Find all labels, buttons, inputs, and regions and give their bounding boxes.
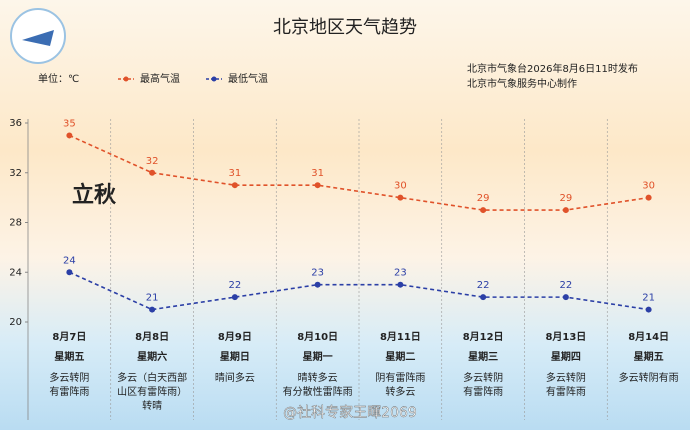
point [562, 207, 569, 214]
point [231, 294, 238, 301]
data-label: 22 [477, 280, 490, 291]
weekday-label: 星期一 [303, 350, 333, 363]
series-line [69, 271, 649, 311]
weekday-label: 星期四 [551, 350, 581, 363]
solar-term: 立秋 [72, 182, 117, 208]
chart-title: 北京地区天气趋势 [273, 17, 417, 38]
weather-text: 阴有雷阵雨 [375, 371, 425, 384]
y-tick-label: 20 [9, 317, 22, 328]
date-label: 8月9日 [218, 331, 252, 343]
point [149, 169, 156, 176]
date-label: 8月7日 [52, 331, 86, 343]
data-label: 21 [642, 293, 655, 304]
y-tick-label: 32 [9, 168, 22, 179]
data-label: 23 [394, 268, 407, 279]
data-label: 22 [560, 280, 573, 291]
weather-text: 多云转阴有雨 [619, 371, 679, 384]
y-tick-label: 36 [9, 118, 22, 129]
data-label: 30 [642, 181, 655, 192]
point [231, 182, 238, 189]
date-label: 8月10日 [297, 331, 338, 343]
weekday-label: 星期六 [137, 350, 167, 363]
weather-text: 山区有雷阵雨） [117, 385, 187, 398]
point [66, 132, 73, 139]
date-label: 8月14日 [628, 331, 669, 343]
data-label: 31 [311, 168, 324, 179]
weather-text: 有雷阵雨 [49, 385, 89, 398]
series-line [69, 134, 649, 211]
note: 北京市气象服务中心制作 [467, 77, 577, 90]
weather-text: 多云转阴 [49, 371, 89, 384]
data-label: 23 [311, 268, 324, 279]
legend-marker [211, 76, 217, 82]
point [480, 207, 487, 214]
weather-text: 多云转阴 [463, 371, 503, 384]
legend-label: 最低气温 [228, 72, 268, 85]
data-label: 24 [63, 255, 76, 266]
weather-text: 转晴 [142, 399, 162, 412]
point [314, 182, 321, 189]
legend-label: 最高气温 [140, 72, 180, 85]
y-tick-label: 28 [9, 218, 22, 229]
weekday-label: 星期五 [634, 350, 664, 363]
weekday-label: 星期五 [54, 350, 84, 363]
data-label: 22 [229, 280, 242, 291]
point [480, 294, 487, 301]
data-label: 35 [63, 118, 76, 129]
weather-text: 转多云 [385, 385, 415, 398]
point [645, 194, 652, 201]
date-label: 8月12日 [463, 331, 504, 343]
weather-text: 晴间多云 [215, 371, 255, 384]
weather-text: 晴转多云 [298, 371, 338, 384]
data-label: 21 [146, 293, 159, 304]
point [397, 194, 404, 201]
legend-marker [123, 76, 129, 82]
weekday-label: 星期二 [385, 350, 415, 363]
unit-label: 单位：℃ [38, 72, 79, 85]
point [562, 294, 569, 301]
date-label: 8月13日 [545, 331, 586, 343]
watermark: @社科专家王暉2069 [283, 404, 417, 421]
weather-text: 多云（白天西部 [117, 371, 187, 384]
weekday-label: 星期日 [220, 350, 250, 363]
point [149, 306, 156, 313]
y-tick-label: 24 [9, 267, 22, 278]
weekday-label: 星期三 [468, 350, 498, 363]
weather-text: 有雷阵雨 [546, 385, 586, 398]
point [397, 281, 404, 288]
point [314, 281, 321, 288]
data-label: 30 [394, 181, 407, 192]
point [645, 306, 652, 313]
weather-text: 有雷阵雨 [463, 385, 503, 398]
data-label: 31 [229, 168, 242, 179]
date-label: 8月11日 [380, 331, 421, 343]
point [66, 269, 73, 276]
date-label: 8月8日 [135, 331, 169, 343]
weather-text: 有分散性雷阵雨 [283, 385, 353, 398]
weather-text: 多云转阴 [546, 371, 586, 384]
data-label: 29 [477, 193, 490, 204]
data-label: 29 [560, 193, 573, 204]
logo-flag [22, 30, 54, 46]
data-label: 32 [146, 156, 159, 167]
note: 北京市气象台2026年8月6日11时发布 [467, 62, 638, 75]
